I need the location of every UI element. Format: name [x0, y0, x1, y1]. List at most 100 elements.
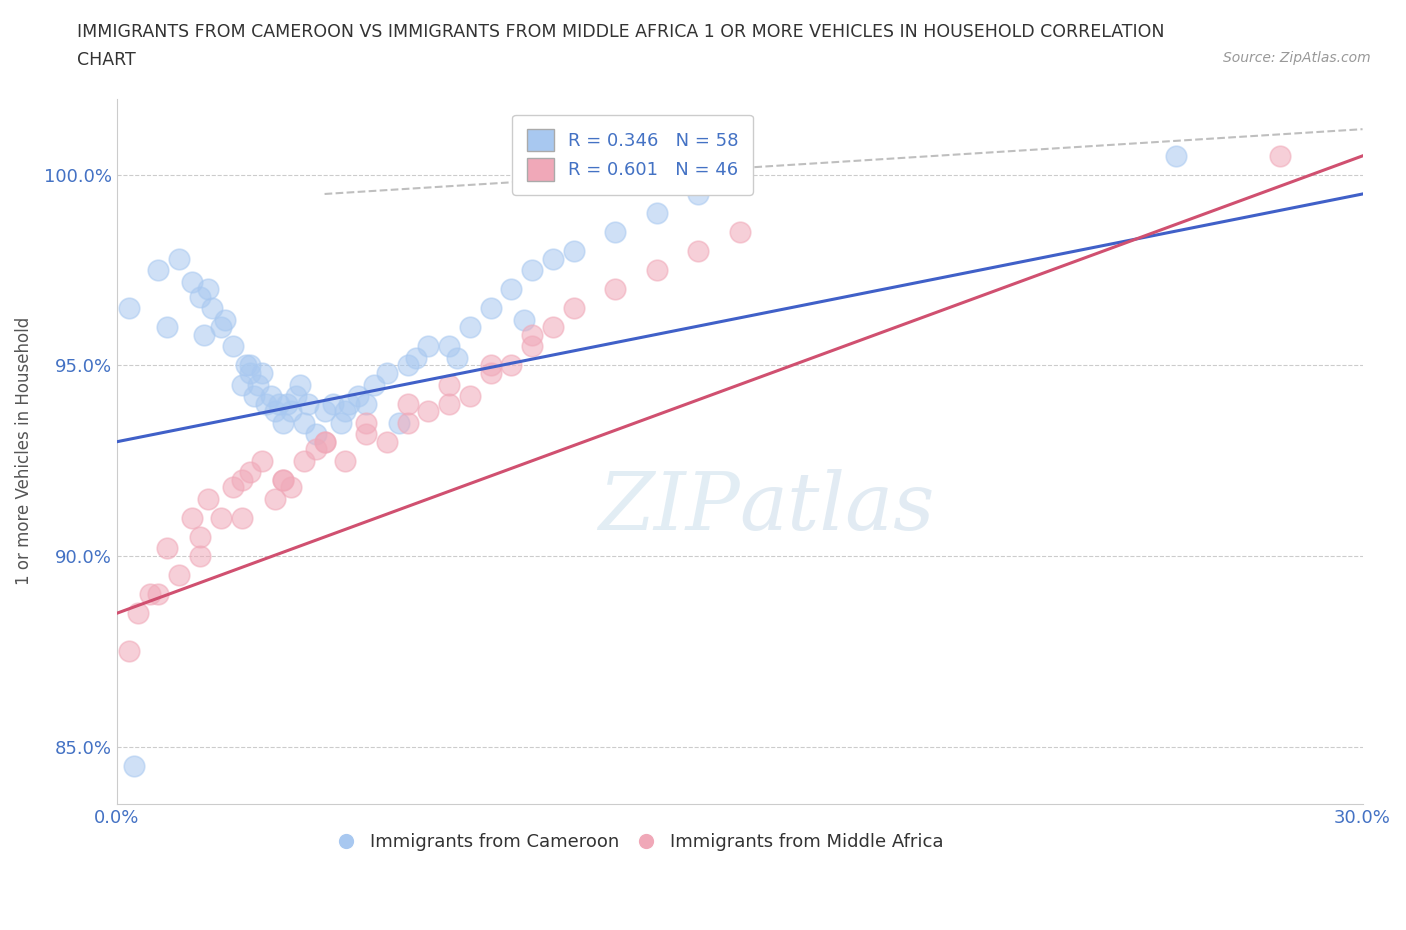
Point	[562, 244, 585, 259]
Point	[605, 282, 627, 297]
Point	[235, 358, 257, 373]
Point	[180, 274, 202, 289]
Point	[335, 453, 357, 468]
Point	[139, 587, 162, 602]
Point	[458, 389, 481, 404]
Point	[284, 389, 307, 404]
Point	[231, 472, 253, 487]
Point	[122, 758, 145, 773]
Point	[305, 427, 328, 442]
Point	[263, 404, 285, 418]
Point	[167, 251, 190, 266]
Point	[562, 301, 585, 316]
Point	[541, 251, 564, 266]
Point	[118, 301, 141, 316]
Point	[354, 427, 377, 442]
Point	[388, 415, 411, 430]
Point	[231, 377, 253, 392]
Point	[214, 312, 236, 327]
Point	[193, 327, 215, 342]
Point	[127, 605, 149, 620]
Text: CHART: CHART	[77, 51, 136, 69]
Point	[479, 358, 502, 373]
Point	[645, 263, 668, 278]
Point	[437, 377, 460, 392]
Point	[314, 404, 336, 418]
Point	[728, 225, 751, 240]
Point	[396, 396, 419, 411]
Point	[405, 351, 427, 365]
Point	[209, 511, 232, 525]
Point	[280, 404, 302, 418]
Point	[292, 415, 315, 430]
Point	[688, 187, 710, 202]
Point	[541, 320, 564, 335]
Point	[346, 389, 368, 404]
Point	[396, 415, 419, 430]
Point	[276, 396, 298, 411]
Point	[513, 312, 536, 327]
Point	[314, 434, 336, 449]
Point	[520, 339, 543, 354]
Point	[458, 320, 481, 335]
Point	[188, 529, 211, 544]
Point	[520, 327, 543, 342]
Point	[305, 442, 328, 457]
Point	[418, 404, 440, 418]
Point	[479, 301, 502, 316]
Point	[271, 472, 294, 487]
Point	[520, 263, 543, 278]
Text: IMMIGRANTS FROM CAMEROON VS IMMIGRANTS FROM MIDDLE AFRICA 1 OR MORE VEHICLES IN : IMMIGRANTS FROM CAMEROON VS IMMIGRANTS F…	[77, 23, 1164, 41]
Point	[259, 389, 281, 404]
Point	[156, 541, 179, 556]
Text: Source: ZipAtlas.com: Source: ZipAtlas.com	[1223, 51, 1371, 65]
Point	[297, 396, 319, 411]
Point	[201, 301, 224, 316]
Point	[118, 644, 141, 658]
Point	[418, 339, 440, 354]
Point	[252, 365, 274, 380]
Point	[239, 358, 262, 373]
Point	[231, 511, 253, 525]
Point	[437, 339, 460, 354]
Point	[645, 206, 668, 220]
Point	[243, 389, 266, 404]
Point	[267, 396, 290, 411]
Point	[156, 320, 179, 335]
Point	[375, 434, 398, 449]
Point	[256, 396, 278, 411]
Point	[239, 365, 262, 380]
Point	[180, 511, 202, 525]
Point	[363, 377, 385, 392]
Point	[188, 549, 211, 564]
Point	[288, 377, 311, 392]
Point	[354, 396, 377, 411]
Point	[197, 282, 219, 297]
Point	[501, 358, 523, 373]
Point	[605, 225, 627, 240]
Point	[446, 351, 468, 365]
Point	[197, 491, 219, 506]
Point	[688, 244, 710, 259]
Point	[339, 396, 361, 411]
Point	[314, 434, 336, 449]
Point	[222, 339, 245, 354]
Point	[222, 480, 245, 495]
Point	[148, 587, 170, 602]
Point	[479, 365, 502, 380]
Point	[322, 396, 344, 411]
Point	[501, 282, 523, 297]
Text: ZIP: ZIP	[598, 469, 740, 547]
Point	[271, 472, 294, 487]
Point	[271, 415, 294, 430]
Point	[209, 320, 232, 335]
Point	[252, 453, 274, 468]
Point	[167, 567, 190, 582]
Legend: Immigrants from Cameroon, Immigrants from Middle Africa: Immigrants from Cameroon, Immigrants fro…	[330, 826, 950, 858]
Point	[280, 480, 302, 495]
Point	[247, 377, 270, 392]
Point	[148, 263, 170, 278]
Point	[292, 453, 315, 468]
Point	[437, 396, 460, 411]
Point	[396, 358, 419, 373]
